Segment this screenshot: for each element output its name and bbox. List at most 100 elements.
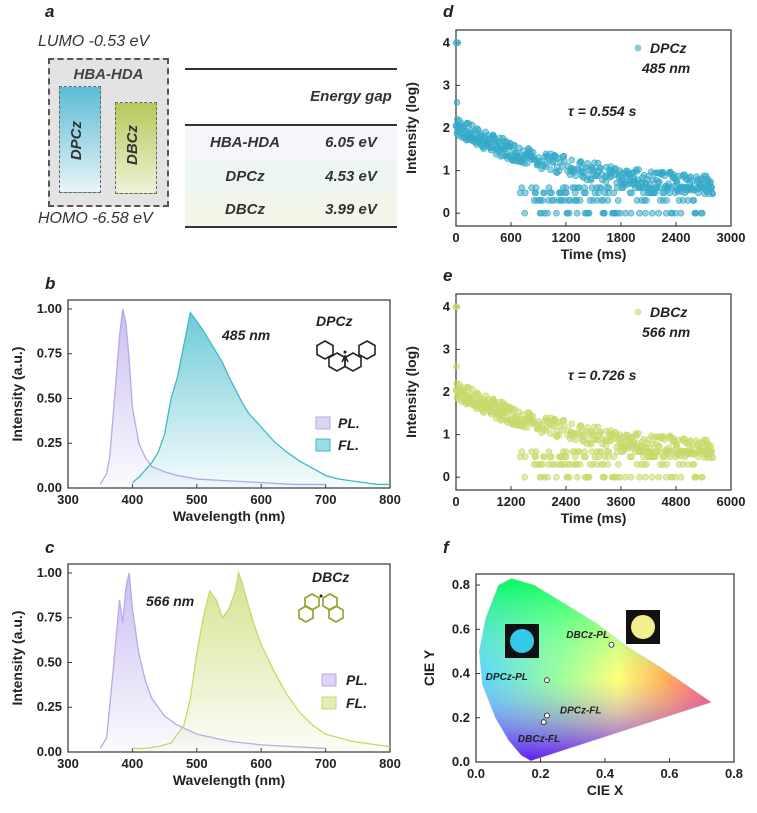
- data-point: [562, 453, 570, 461]
- spectrum-area: [100, 572, 326, 752]
- data-point: [642, 209, 649, 217]
- data-point: [649, 473, 656, 481]
- data-point: [690, 461, 698, 468]
- hba-hda-box: HBA-HDA DPCz DBCz: [48, 58, 169, 207]
- decay-points: [452, 303, 716, 481]
- row-name-dbcz: DBCz: [225, 201, 265, 218]
- ring: [298, 605, 314, 623]
- data-point: [568, 156, 576, 164]
- legend-label-pl: PL.: [338, 415, 360, 431]
- data-point: [518, 448, 526, 455]
- legend-name: DBCz: [650, 304, 687, 320]
- cie-point-label: DPCz-PL: [486, 672, 528, 683]
- y-tick-label: 0.25: [37, 435, 62, 450]
- cie-point: [544, 712, 550, 719]
- data-point: [709, 190, 716, 198]
- y-tick-label: 0.00: [37, 480, 62, 495]
- x-tick-label: 800: [379, 756, 401, 771]
- x-tick-label: 0.6: [660, 766, 678, 781]
- energy-gap-table: Energy gap HBA-HDA 6.05 eV DPCz 4.53 eV …: [185, 68, 397, 228]
- data-point: [663, 197, 670, 204]
- y-tick-label: 0.2: [452, 710, 470, 725]
- tau-label: τ = 0.554 s: [568, 103, 637, 119]
- energy-gap-header: Energy gap: [310, 88, 392, 105]
- dbcz-molecule-icon: [298, 593, 344, 623]
- legend-marker: [634, 308, 642, 316]
- x-tick-label: 0.4: [596, 766, 615, 781]
- data-point: [562, 189, 570, 197]
- decay-points: [452, 39, 716, 217]
- molecule-label: DPCz: [316, 313, 353, 329]
- x-tick-label: 600: [250, 492, 272, 507]
- y-tick-label: 4: [443, 299, 451, 314]
- data-point: [673, 443, 681, 450]
- x-axis-label: Wavelength (nm): [173, 772, 285, 788]
- x-tick-label: 600: [250, 756, 272, 771]
- x-tick-label: 700: [315, 492, 337, 507]
- data-point: [673, 179, 681, 186]
- y-tick-label: 0: [443, 205, 450, 220]
- spectrum-area: [100, 308, 326, 488]
- data-point: [548, 189, 555, 197]
- x-tick-label: 0: [452, 230, 459, 245]
- data-point: [585, 473, 593, 481]
- y-tick-label: 0.50: [37, 390, 62, 405]
- legend-name: DPCz: [650, 40, 687, 56]
- data-point: [636, 209, 643, 217]
- data-point: [708, 184, 715, 191]
- x-axis-label: CIE X: [587, 782, 624, 798]
- data-point: [636, 473, 643, 481]
- data-point: [539, 197, 546, 204]
- data-point: [521, 453, 529, 461]
- legend-label-fl: FL.: [338, 437, 359, 453]
- data-point: [707, 178, 714, 186]
- data-point: [597, 448, 605, 455]
- data-point: [601, 473, 608, 481]
- data-point: [521, 473, 529, 481]
- y-tick-label: 0.25: [37, 699, 62, 714]
- x-tick-label: 6000: [717, 494, 746, 509]
- x-tick-label: 500: [186, 492, 208, 507]
- legend-swatch-pl: [321, 673, 337, 687]
- homo-label: HOMO -6.58 eV: [38, 210, 153, 227]
- x-tick-label: 3600: [607, 494, 636, 509]
- data-point: [698, 473, 706, 481]
- y-tick-label: 1.00: [37, 565, 62, 580]
- data-point: [469, 121, 476, 129]
- ring: [358, 340, 376, 360]
- data-point: [561, 421, 568, 429]
- x-tick-label: 400: [122, 492, 144, 507]
- data-point: [585, 209, 593, 217]
- x-tick-label: 1800: [607, 230, 636, 245]
- y-tick-label: 1: [443, 163, 450, 178]
- data-point: [555, 167, 563, 175]
- data-point: [643, 197, 650, 204]
- x-tick-label: 4800: [662, 494, 691, 509]
- nitrogen-atom: [319, 594, 323, 598]
- data-point: [627, 473, 635, 481]
- x-tick-label: 300: [57, 756, 79, 771]
- peak-label: 485 nm: [221, 327, 270, 343]
- y-tick-label: 0.75: [37, 346, 62, 361]
- data-point: [540, 453, 548, 461]
- data-point: [453, 99, 461, 106]
- data-point: [576, 197, 584, 204]
- data-point: [523, 160, 531, 167]
- x-tick-label: 0.2: [531, 766, 549, 781]
- data-point: [677, 209, 685, 217]
- data-point: [642, 473, 649, 481]
- data-point: [529, 413, 537, 420]
- data-point: [573, 209, 581, 217]
- y-axis-label: Intensity (a.u.): [9, 347, 25, 442]
- x-tick-label: 300: [57, 492, 79, 507]
- data-point: [622, 209, 629, 217]
- y-tick-label: 0.6: [452, 621, 470, 636]
- data-point: [610, 189, 618, 197]
- data-point: [575, 184, 583, 191]
- data-point: [532, 448, 540, 455]
- data-point: [663, 461, 670, 468]
- lumo-label: LUMO -0.53 eV: [38, 33, 150, 50]
- data-point: [454, 116, 461, 123]
- data-point: [587, 440, 595, 448]
- x-axis-label: Time (ms): [561, 510, 627, 526]
